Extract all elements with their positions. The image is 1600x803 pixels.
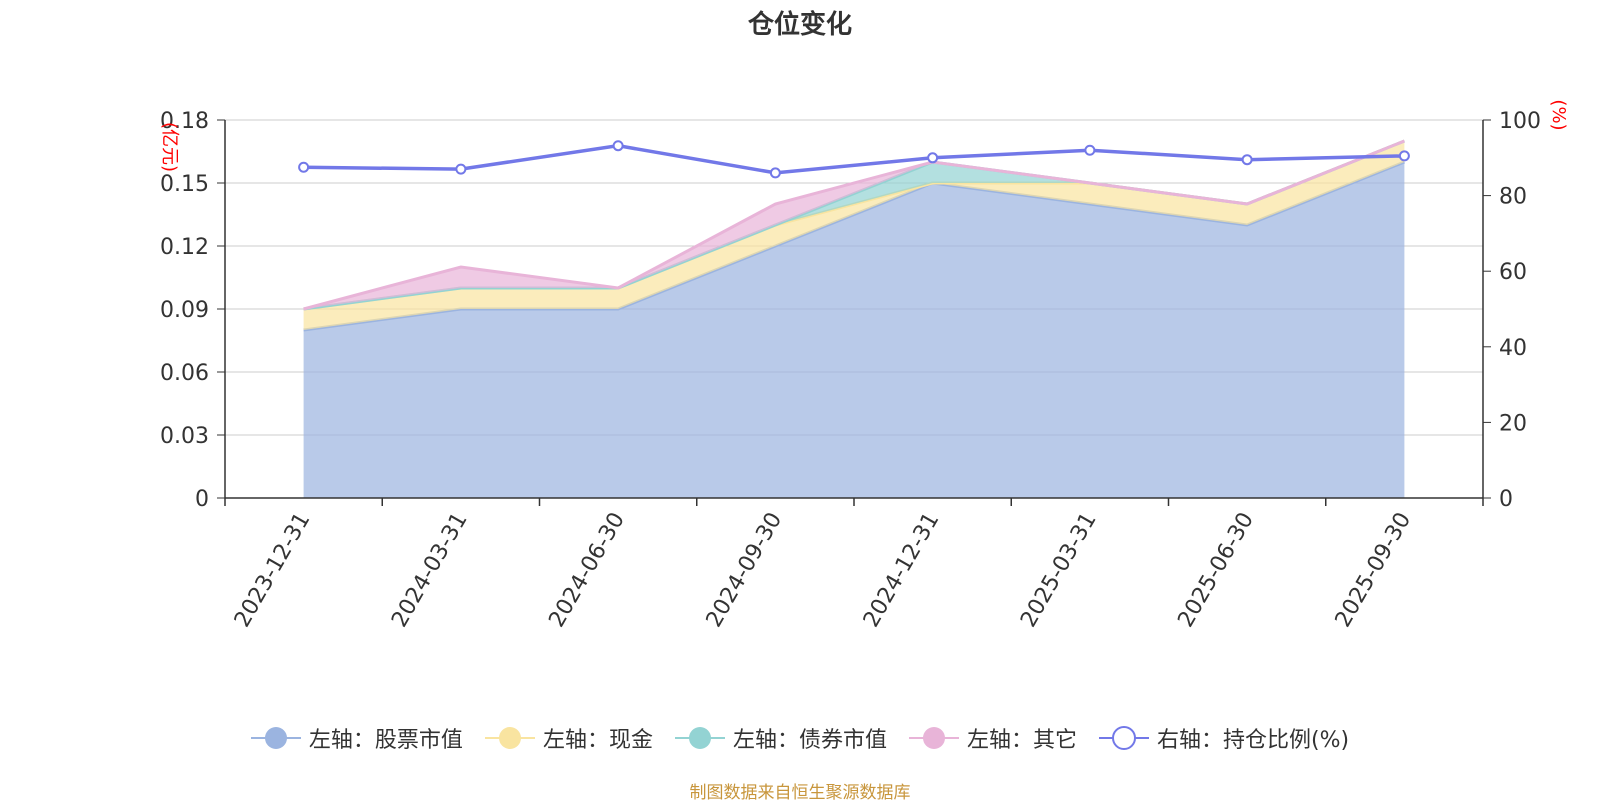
y-right-tick-label: 40 xyxy=(1499,336,1527,361)
area-1 xyxy=(303,162,1405,498)
legend-item-stock[interactable]: 左轴：股票市值 xyxy=(250,722,463,754)
x-tick-label: 2024-03-31 xyxy=(387,508,473,631)
ratio-line xyxy=(303,143,1405,175)
x-tick-label: 2023-12-31 xyxy=(230,508,316,631)
ratio-point xyxy=(769,167,781,179)
legend-label-ratio: 右轴：持仓比例(%) xyxy=(1156,728,1350,753)
legend-label-bond: 左轴：债券市值 xyxy=(732,728,887,753)
y-left-axis-label: (亿元) xyxy=(159,122,180,172)
legend-item-cash[interactable]: 左轴：现金 xyxy=(484,722,653,754)
x-tick-label: 2024-09-30 xyxy=(702,508,788,631)
legend-circle-icon xyxy=(250,727,301,749)
y-right-tick-label: 20 xyxy=(1499,411,1527,436)
area-2 xyxy=(303,141,1405,330)
x-tick-label: 2025-06-30 xyxy=(1173,508,1259,631)
legend-label-stock: 左轴：股票市值 xyxy=(308,728,463,753)
y-left-tick-label: 0.12 xyxy=(160,235,209,260)
area-line-4 xyxy=(303,139,1405,311)
legend-circle-icon xyxy=(674,727,725,749)
legend-circle-icon xyxy=(484,727,535,749)
y-left-tick-label: 0.09 xyxy=(160,298,209,323)
ratio-point xyxy=(298,161,310,173)
legend-ring-icon xyxy=(1098,726,1149,750)
ratio-point xyxy=(455,163,467,175)
chart-title: 仓位变化 xyxy=(747,10,852,40)
ratio-point xyxy=(612,140,624,152)
y-left-tick-label: 0.03 xyxy=(160,424,209,449)
y-right-axis-label: (%) xyxy=(1548,99,1569,130)
x-tick-label: 2024-12-31 xyxy=(859,508,945,631)
ratio-point xyxy=(927,152,939,164)
ratio-point xyxy=(1398,150,1410,162)
area-4 xyxy=(303,141,1405,309)
legend-label-other: 左轴：其它 xyxy=(966,728,1077,753)
y-right-tick-label: 100 xyxy=(1499,109,1541,134)
x-tick-label: 2025-09-30 xyxy=(1331,508,1417,631)
x-tick-label: 2024-06-30 xyxy=(544,508,630,631)
legend-label-cash: 左轴：现金 xyxy=(542,728,653,753)
legend-item-ratio[interactable]: 右轴：持仓比例(%) xyxy=(1098,722,1350,754)
y-right-tick-label: 0 xyxy=(1499,487,1513,512)
legend: 左轴：股票市值 左轴：现金 左轴：债券市值 左轴：其它 右轴：持仓比例(%) xyxy=(0,722,1600,754)
y-right-tick-label: 60 xyxy=(1499,260,1527,285)
legend-item-bond[interactable]: 左轴：债券市值 xyxy=(674,722,887,754)
ratio-point xyxy=(1241,154,1253,166)
legend-item-other[interactable]: 左轴：其它 xyxy=(908,722,1077,754)
y-left-tick-label: 0.15 xyxy=(160,172,209,197)
source-note: 制图数据来自恒生聚源数据库 xyxy=(689,783,911,803)
y-right-tick-label: 80 xyxy=(1499,185,1527,210)
ratio-point xyxy=(1084,144,1096,156)
legend-circle-icon xyxy=(908,727,959,749)
y-left-tick-label: 0.06 xyxy=(160,361,209,386)
x-tick-label: 2025-03-31 xyxy=(1016,508,1102,631)
y-left-tick-label: 0 xyxy=(195,487,209,512)
y-left-tick-label: 0.18 xyxy=(160,109,209,134)
